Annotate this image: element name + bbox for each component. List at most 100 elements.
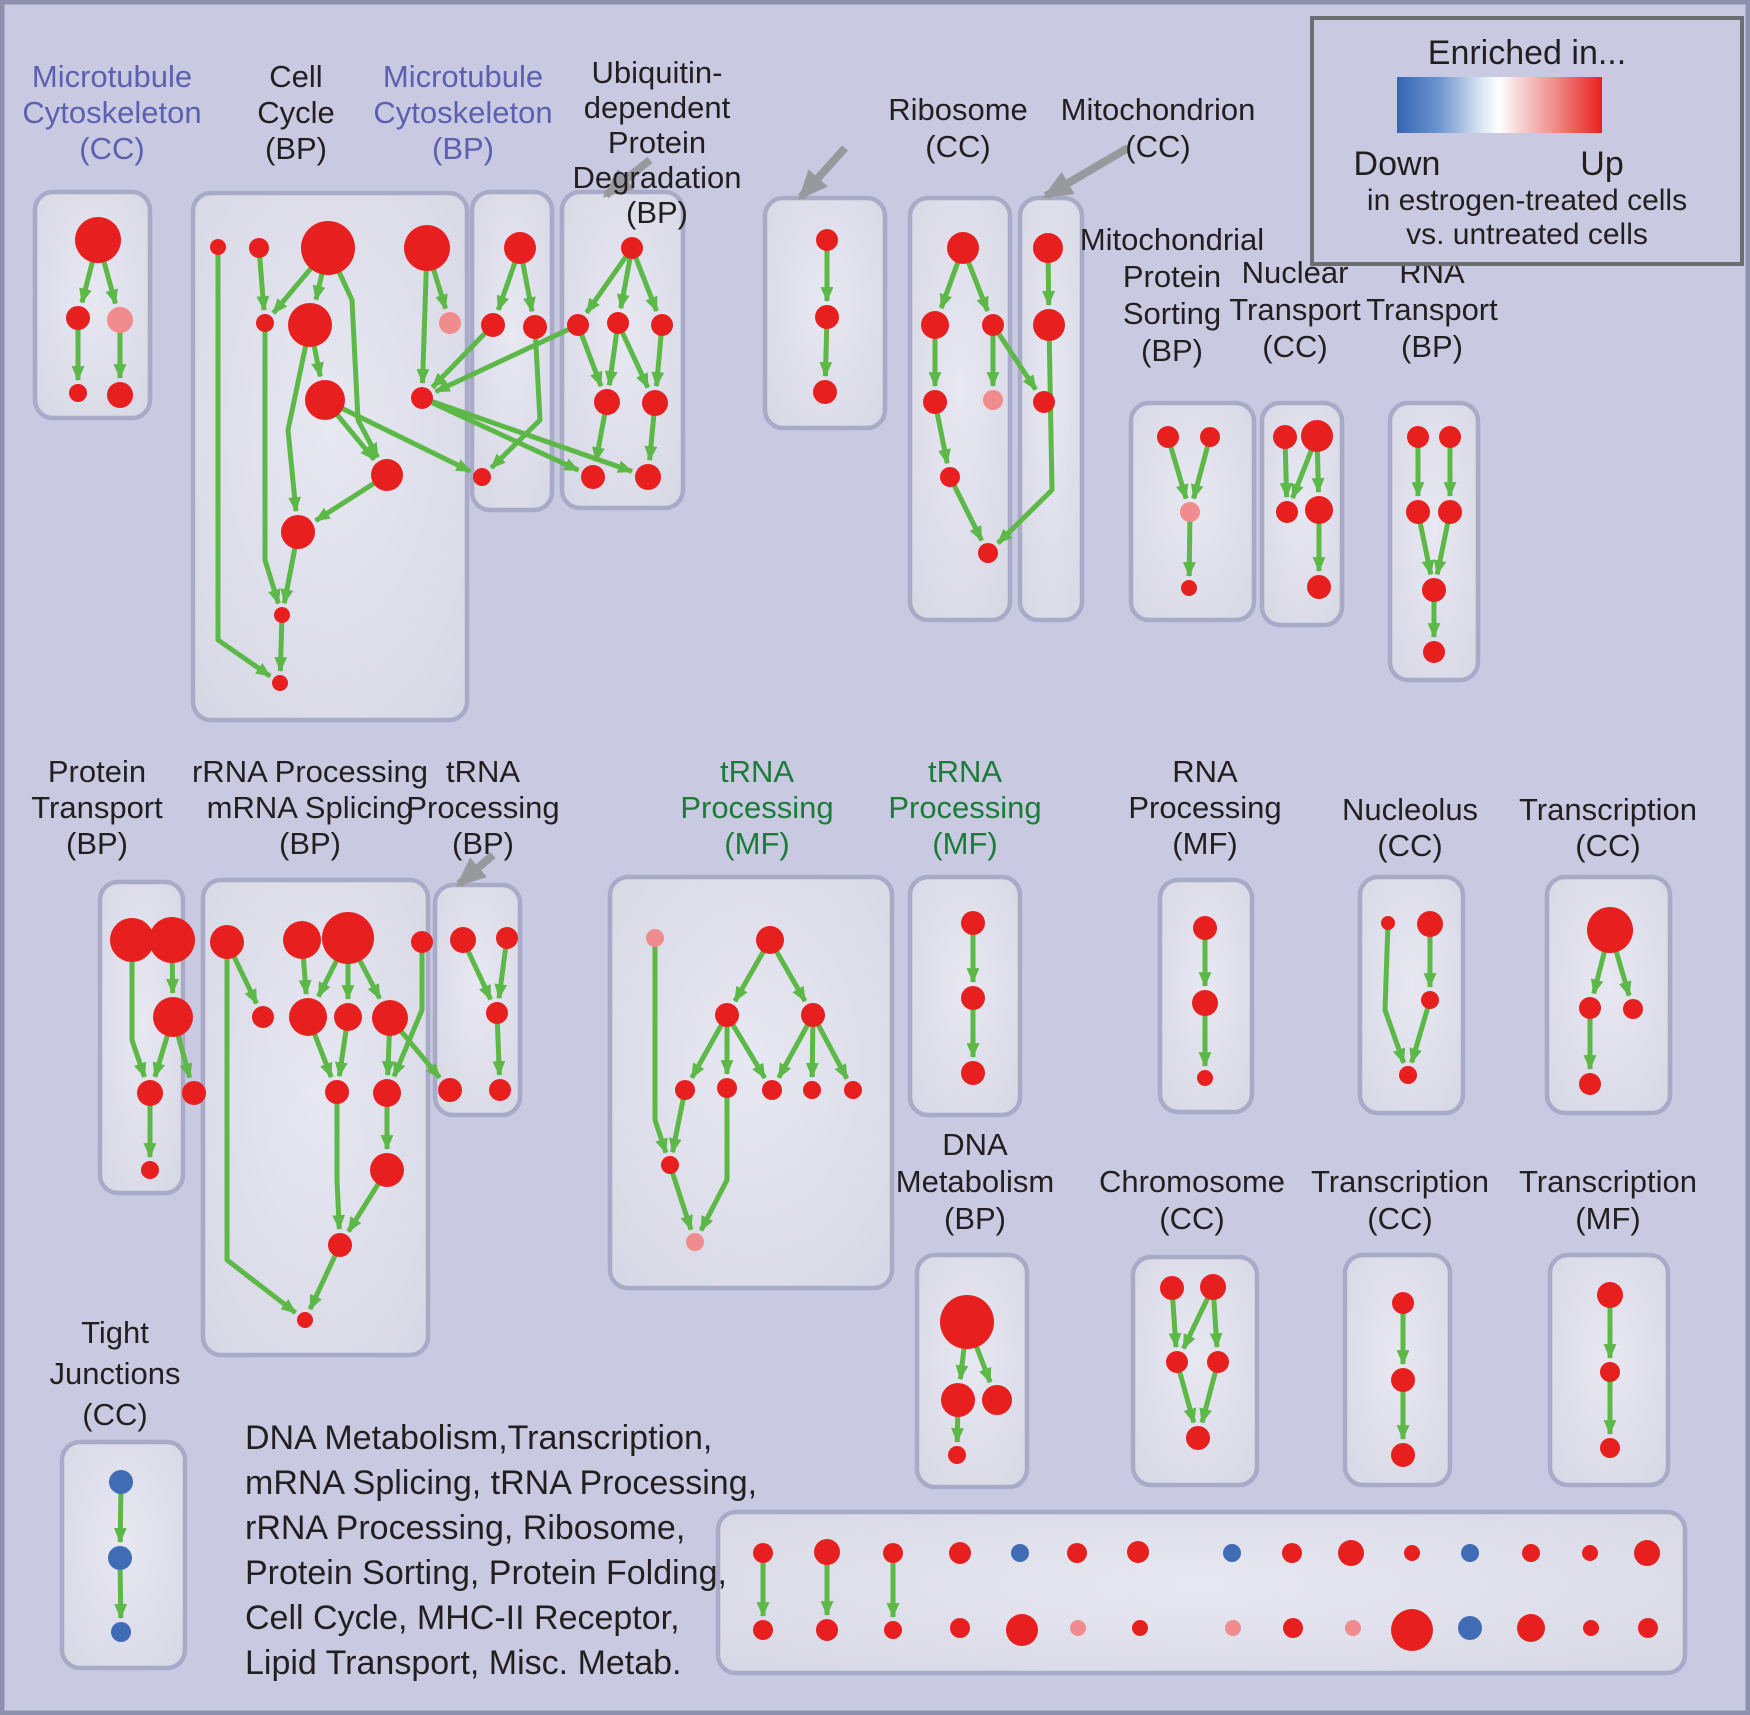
go-term-node-transcription-cc-upper-1: [1579, 997, 1601, 1019]
go-term-node-misc-box-13: [1132, 1620, 1148, 1636]
go-term-node-rna-transport-3: [1438, 500, 1462, 524]
edge-cell-cycle: [274, 614, 288, 673]
nodes-layer: [66, 217, 1660, 1651]
edge-rrna: [391, 942, 425, 1078]
go-term-node-trna-bp-4: [489, 1079, 511, 1101]
go-term-node-rna-transport-4: [1422, 578, 1446, 602]
edge-nucleolus: [1409, 999, 1433, 1064]
go-term-node-rna-transport-1: [1439, 426, 1461, 448]
go-term-node-cell-cycle-12: [272, 675, 288, 691]
go-term-node-trna-mf-big-7: [803, 1081, 821, 1099]
go-term-node-mps-3: [1181, 580, 1197, 596]
go-term-node-rrna-0: [210, 925, 244, 959]
cluster-label-nucleolus-cc: Nucleolus (CC): [1342, 792, 1478, 863]
go-term-node-rrna-11: [328, 1233, 352, 1257]
go-term-node-trna-mf-big-9: [661, 1156, 679, 1174]
edge-mt-bp: [489, 326, 543, 470]
go-term-node-rrna-3: [411, 931, 433, 953]
go-term-node-misc-box-18: [1338, 1540, 1364, 1566]
go-term-node-protein-transport-0: [110, 918, 154, 962]
go-term-node-rrna-10: [370, 1153, 404, 1187]
edge-ribosome: [947, 475, 984, 542]
pointer-ubiquitin-box1: [602, 156, 653, 199]
go-term-node-ubiq-1-7: [635, 464, 661, 490]
cluster-label-transcription-cc-upper: Transcription (CC): [1519, 792, 1697, 863]
go-term-node-dna-metabolism-0: [940, 1295, 994, 1349]
go-term-node-chromosome-4: [1186, 1426, 1210, 1450]
go-term-node-transcription-cc-lower-0: [1392, 1292, 1414, 1314]
go-term-node-misc-box-11: [1070, 1620, 1086, 1636]
go-term-node-ubiq-1-5: [642, 390, 668, 416]
go-term-node-nucleolus-1: [1417, 911, 1443, 937]
cross-edge: [421, 395, 633, 474]
go-term-node-misc-box-23: [1458, 1616, 1482, 1640]
go-term-node-chromosome-0: [1160, 1276, 1184, 1300]
go-term-node-misc-box-12: [1127, 1541, 1149, 1563]
edge-ubiq-1: [615, 321, 651, 389]
go-term-node-cell-cycle-4: [256, 314, 274, 332]
cross-edge: [420, 395, 580, 473]
cross-edge: [990, 323, 1038, 391]
go-term-node-transcription-cc-upper-2: [1623, 999, 1643, 1019]
cluster-label-protein-transport-bp: Protein Transport (BP): [31, 754, 163, 861]
go-term-node-mitochondrion-2: [1033, 391, 1055, 413]
go-term-node-ubiq-2-2: [813, 380, 837, 404]
go-term-node-tight-junctions-0: [109, 1470, 133, 1494]
go-term-node-microtubule-cc-0: [75, 217, 121, 263]
cluster-label-cell-cycle-bp: Cell Cycle (BP): [257, 59, 335, 166]
cluster-box-rna-transport: [1387, 400, 1481, 683]
edge-cell-cycle: [256, 247, 270, 312]
go-term-node-ribosome-2: [982, 314, 1004, 336]
go-term-node-nuclear-transport-3: [1305, 496, 1333, 524]
go-term-node-rrna-4: [252, 1006, 274, 1028]
go-term-node-cell-cycle-8: [411, 387, 433, 409]
go-term-node-ubiq-1-0: [621, 237, 643, 259]
go-term-node-transcription-cc-lower-2: [1391, 1443, 1415, 1467]
go-term-node-rrna-6: [334, 1003, 362, 1031]
go-term-node-rrna-9: [373, 1079, 401, 1107]
go-term-node-transcription-cc-lower-1: [1391, 1368, 1415, 1392]
go-term-node-trna-mf-big-1: [756, 926, 784, 954]
edge-rrna: [332, 1092, 346, 1231]
cluster-label-transcription-cc-lower: Transcription (CC): [1311, 1164, 1489, 1236]
edge-protein-transport: [129, 940, 147, 1078]
go-term-node-trna-mf-big-8: [844, 1081, 862, 1099]
go-term-node-ribosome-1: [921, 311, 949, 339]
cluster-label-tight-junctions-cc: Tight Junctions (CC): [50, 1315, 181, 1432]
go-term-node-rrna-1: [283, 921, 321, 959]
go-term-node-ubiq-1-3: [651, 314, 673, 336]
go-term-node-trna-mf-small-0: [961, 911, 985, 935]
go-term-node-rna-proc-mf-0: [1193, 916, 1217, 940]
cluster-label-microtubule-cytoskeleton-cc: Microtubule Cytoskeleton (CC): [22, 59, 201, 166]
go-term-node-cell-cycle-0: [210, 239, 226, 255]
go-term-node-misc-box-7: [950, 1618, 970, 1638]
go-term-node-misc-box-14: [1223, 1544, 1241, 1562]
go-term-node-trna-mf-big-5: [717, 1078, 737, 1098]
go-term-node-rrna-12: [297, 1312, 313, 1328]
go-term-node-trna-bp-1: [496, 927, 518, 949]
cross-edge: [434, 322, 580, 394]
go-term-node-mt-bp-1: [481, 313, 505, 337]
edge-trna-mf-big: [698, 1088, 730, 1232]
go-term-node-misc-box-20: [1404, 1545, 1420, 1561]
edge-trna-mf-big: [724, 1013, 767, 1080]
edge-trna-mf-big: [667, 1164, 694, 1231]
cluster-label-rrna-processing-mrna-splicing-bp: rRNA Processing mRNA Splicing (BP): [192, 754, 428, 861]
cross-edge: [430, 323, 495, 389]
go-term-node-ribosome-6: [978, 543, 998, 563]
go-term-node-microtubule-cc-3: [69, 384, 87, 402]
go-term-node-cell-cycle-9: [371, 459, 403, 491]
cluster-box-dna-metabolism: [914, 1252, 1030, 1490]
edge-ubiq-1: [629, 247, 659, 313]
go-term-node-trna-mf-big-4: [675, 1080, 695, 1100]
cluster-label-trna-processing-mf-1: tRNA Processing (MF): [680, 754, 833, 861]
go-term-node-ubiq-1-6: [581, 465, 605, 489]
go-term-node-tight-junctions-2: [111, 1622, 131, 1642]
go-term-node-rrna-8: [325, 1080, 349, 1104]
go-term-node-nucleolus-2: [1421, 991, 1439, 1009]
edge-rrna: [224, 942, 298, 1315]
edge-trna-mf-big: [810, 1013, 850, 1080]
